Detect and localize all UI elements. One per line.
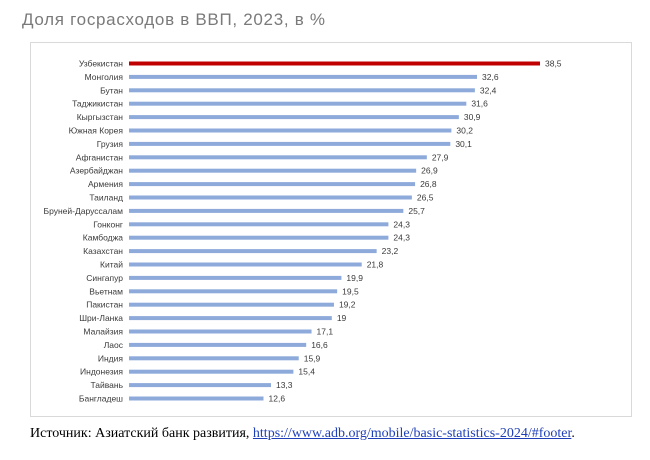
value-label: 19 [337,313,347,323]
bar-chart: Узбекистан Монголия Бутан Таджикистан Кыргыз… [44,59,562,404]
bar [129,222,389,227]
bar [129,383,271,388]
value-label: 15,9 [304,353,321,363]
bar [129,342,307,347]
bar [129,262,362,267]
value-label: 32,6 [482,72,499,82]
chart-frame: Узбекистан Монголия Бутан Таджикистан Кыргыз… [30,42,632,417]
category-label: Пакистан [86,300,123,310]
value-label: 26,5 [417,193,434,203]
value-label: 17,1 [317,327,334,337]
source-suffix: . [571,426,575,441]
bar [129,356,299,361]
category-label: Сингапур [86,273,123,283]
bar [129,235,389,240]
bar [129,369,294,374]
value-label: 13,3 [276,380,293,390]
bar [129,128,452,133]
category-label: Кыргызстан [77,112,124,122]
category-label: Китай [100,260,123,270]
source-link[interactable]: https://www.adb.org/mobile/basic-statist… [252,426,572,441]
source-prefix: Источник: Азиатский банк развития, [30,426,253,441]
bar [129,74,478,79]
source-note: Источник: Азиатский банк развития, https… [30,426,575,442]
category-label: Индия [98,353,124,363]
category-label: Узбекистан [79,59,123,69]
bar [129,275,342,280]
value-label: 26,9 [421,166,438,176]
value-label: 16,6 [311,340,328,350]
value-label: 27,9 [432,152,449,162]
bar [129,316,332,321]
chart-title: Доля госрасходов в ВВП, 2023, в % [22,10,326,29]
value-label: 30,9 [464,112,481,122]
category-label: Бруней-Даруссалам [44,206,124,216]
category-label: Армения [88,179,123,189]
category-label: Индонезия [80,367,123,377]
category-label: Вьетнам [89,286,123,296]
category-label: Шри-Ланка [79,313,123,323]
category-label: Таиланд [89,193,123,203]
value-label: 31,6 [471,99,488,109]
value-label: 19,2 [339,300,356,310]
bar-highlight [129,61,540,66]
value-label: 30,2 [456,126,473,136]
category-label: Камбоджа [83,233,123,243]
category-label: Грузия [97,139,124,149]
category-label: Бангладеш [79,394,123,404]
bar [129,88,475,93]
bar [129,115,459,120]
category-label: Афганистан [76,152,124,162]
value-label: 24,3 [393,233,410,243]
bar [129,182,416,187]
value-label: 38,5 [545,59,562,69]
value-label: 19,9 [346,273,363,283]
value-label: 24,3 [393,219,410,229]
bar [129,168,417,173]
category-label: Казахстан [83,246,123,256]
value-label: 25,7 [408,206,425,216]
value-label: 12,6 [269,394,286,404]
bar [129,155,427,160]
value-label: 15,4 [298,367,315,377]
bar [129,208,404,213]
value-label: 19,5 [342,286,359,296]
category-label: Азербайджан [70,166,123,176]
category-label: Бутан [100,85,123,95]
value-label: 21,8 [367,260,384,270]
bar [129,249,377,254]
bar [129,289,338,294]
value-label: 26,8 [420,179,437,189]
category-label: Гонконг [93,219,123,229]
bar [129,329,312,334]
bar [129,101,467,106]
value-label: 32,4 [480,85,497,95]
category-label: Таджикистан [72,99,123,109]
category-label: Малайзия [83,327,123,337]
bar [129,396,264,401]
category-label: Монголия [85,72,124,82]
value-label: 23,2 [382,246,399,256]
bar [129,302,334,307]
bar [129,141,451,146]
bar [129,195,412,200]
category-label: Лаос [104,340,124,350]
value-label: 30,1 [455,139,472,149]
category-label: Тайвань [90,380,123,390]
category-label: Южная Корея [69,126,124,136]
